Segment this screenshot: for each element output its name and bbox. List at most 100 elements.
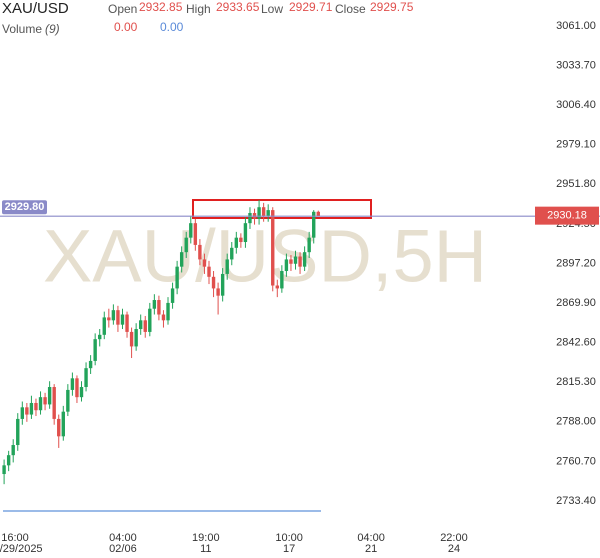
candle-body (266, 210, 270, 216)
candle-body (29, 402, 34, 415)
candle-body (116, 310, 120, 325)
candle-body (170, 288, 175, 303)
candle-body (75, 378, 79, 398)
candle-body (230, 247, 234, 260)
candle-body (298, 256, 302, 267)
candle-body (20, 407, 25, 419)
price-label-box (2, 200, 47, 215)
candle-body (189, 223, 193, 238)
close-value: 2929.75 (370, 0, 414, 14)
candle-body (307, 237, 311, 253)
y-tick-label: 2979.10 (556, 139, 596, 151)
candle-body (157, 300, 161, 315)
candle-body (79, 387, 84, 398)
candle-body (102, 317, 106, 335)
x-tick-sublabel: 02/06 (109, 543, 137, 555)
x-tick-label: 04:00 (109, 532, 137, 544)
candle-body (52, 387, 56, 419)
candle-body (16, 418, 20, 446)
candle-body (312, 211, 316, 238)
x-tick-label: 10:00 (275, 532, 303, 544)
x-tick-label: 16:00 (1, 532, 29, 544)
candle-body (111, 310, 116, 321)
candle-body (302, 252, 307, 267)
y-tick-label: 2951.80 (556, 178, 596, 190)
candle-body (84, 368, 88, 388)
x-tick-sublabel: 24 (448, 543, 460, 555)
price-label: 2929.80 (5, 201, 45, 213)
y-tick-label: 2869.90 (556, 297, 596, 309)
x-tick-label: 04:00 (357, 532, 385, 544)
x-tick-label: 19:00 (192, 532, 220, 544)
candle-body (125, 314, 129, 332)
candle-body (166, 302, 170, 321)
watermark: XAU/USD,5H (43, 215, 487, 298)
symbol: XAU/USD (2, 0, 69, 17)
low-value: 2929.71 (289, 0, 333, 14)
candle-body (239, 237, 243, 243)
volume-value: 0.00 (114, 20, 138, 34)
x-tick-sublabel: 11 (200, 543, 211, 555)
low-label: Low (261, 2, 283, 16)
volume-param: (9) (45, 22, 60, 36)
candle-body (88, 360, 93, 369)
candle-body (280, 271, 284, 289)
candle-body (70, 378, 75, 390)
candle-body (193, 223, 198, 245)
candle-body (284, 259, 289, 272)
candle-body (57, 418, 61, 437)
candle-body (225, 259, 229, 274)
candle-body (316, 211, 320, 217)
last-price-label: 2930.18 (547, 210, 587, 222)
high-label: High (186, 2, 211, 16)
y-tick-label: 3006.40 (556, 99, 596, 111)
candle-body (257, 207, 261, 219)
candle-body (198, 244, 202, 260)
candle-body (129, 331, 134, 347)
close-label: Close (335, 2, 366, 16)
candle-body (202, 259, 207, 267)
candle-body (207, 266, 211, 277)
candle-body (211, 276, 216, 289)
candle-body (293, 256, 298, 264)
candle-body (271, 210, 275, 286)
candle-body (143, 320, 147, 332)
x-tick-sublabel: 01/29/2025 (0, 543, 43, 555)
y-tick-label: 2842.60 (556, 337, 596, 349)
candle-body (261, 207, 266, 216)
candle-body (134, 329, 138, 347)
candle-body (47, 387, 52, 405)
x-tick-sublabel: 17 (283, 543, 295, 555)
x-tick-sublabel: 21 (365, 543, 377, 555)
x-tick-label: 22:00 (440, 532, 468, 544)
candle-body (43, 397, 47, 405)
last-price-box (535, 206, 599, 225)
y-tick-label: 2760.70 (556, 455, 596, 467)
candle-body (120, 314, 125, 325)
candle-body (243, 223, 248, 243)
candle-body (34, 402, 38, 411)
candle-body (220, 273, 225, 296)
candle-body (98, 334, 102, 340)
candle-body (275, 285, 279, 289)
candle-body (161, 314, 166, 321)
y-tick-label: 2788.00 (556, 416, 596, 428)
candle-body (248, 213, 252, 224)
candle-body (107, 317, 111, 321)
y-tick-label: 3033.70 (556, 59, 596, 71)
candle-body (66, 389, 70, 412)
volume-value: 0.00 (160, 20, 184, 34)
candle-body (179, 252, 184, 267)
candle-body (148, 308, 152, 332)
open-value: 2932.85 (139, 0, 183, 14)
y-tick-label: 3061.00 (556, 20, 596, 32)
candle-body (2, 465, 6, 475)
y-tick-label: 2815.30 (556, 376, 596, 388)
candle-body (138, 320, 143, 330)
volume-label: Volume (2, 22, 42, 36)
high-value: 2933.65 (216, 0, 260, 14)
candle-body (38, 397, 43, 411)
candle-body (216, 288, 220, 296)
y-tick-label: 2897.20 (556, 257, 596, 269)
